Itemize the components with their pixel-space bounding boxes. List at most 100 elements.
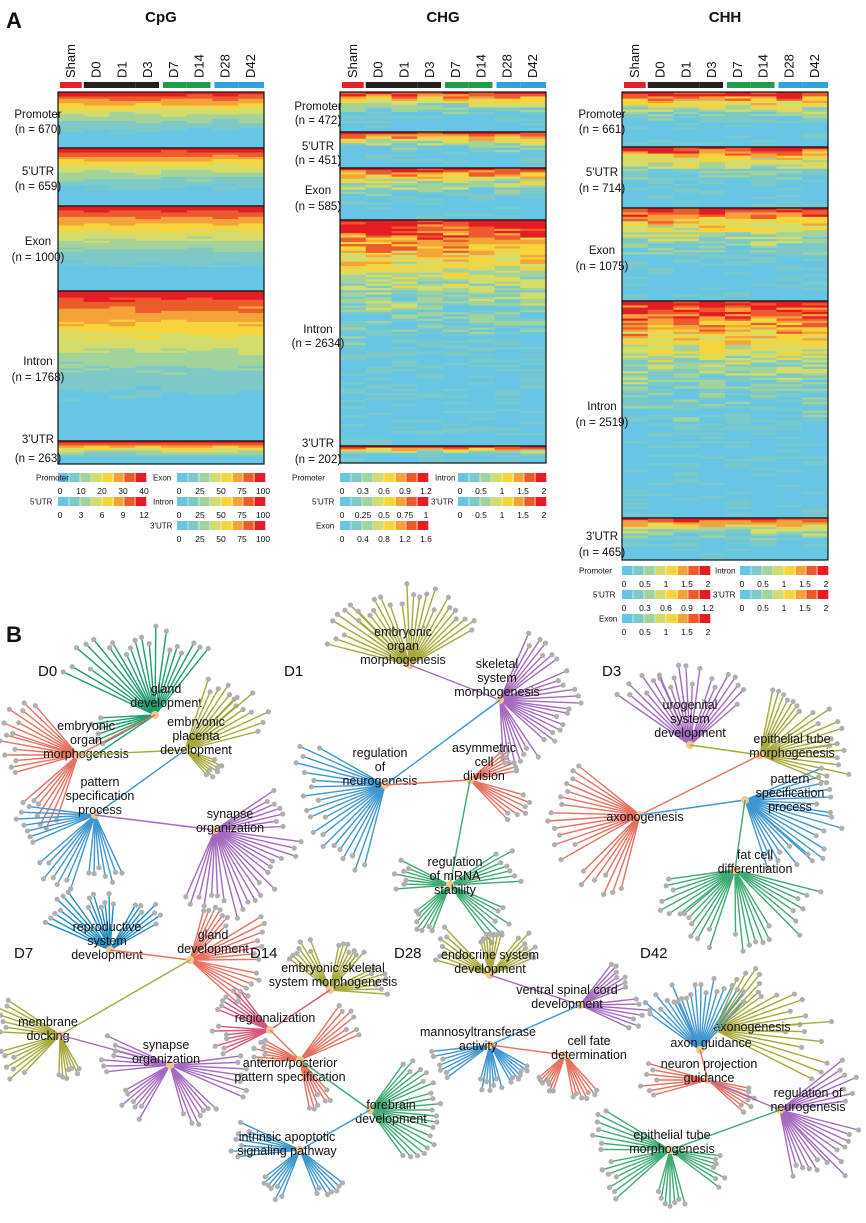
heatmap-cell	[776, 366, 803, 370]
heatmap-cell	[391, 441, 418, 445]
heatmap-cell	[443, 132, 470, 135]
heatmap-cell	[725, 109, 752, 113]
heatmap-cell	[673, 162, 700, 165]
heatmap-cell	[83, 374, 110, 378]
heatmap-cell	[468, 96, 495, 100]
heatmap-cell	[417, 446, 444, 449]
heatmap-cell	[468, 415, 495, 418]
colorbar-name: 3'UTR	[150, 522, 173, 531]
heatmap-cell	[494, 421, 521, 425]
heatmap-cell	[186, 214, 213, 218]
heatmap-cell	[622, 456, 649, 460]
heatmap-cell	[622, 267, 649, 271]
heatmap-cell	[622, 450, 649, 453]
heatmap-cell	[494, 454, 521, 457]
heatmap-cell	[391, 456, 418, 459]
heatmap-cell	[58, 443, 85, 446]
heatmap-cell	[365, 386, 392, 390]
heatmap-cell	[443, 441, 470, 445]
heatmap-cell	[443, 290, 470, 293]
heatmap-cell	[750, 461, 777, 464]
heatmap-cell	[494, 413, 521, 416]
heatmap-cell	[468, 268, 495, 271]
heatmap-cell	[468, 309, 495, 313]
heatmap-cell	[83, 197, 110, 200]
heatmap-cell	[212, 418, 239, 422]
heatmap-cell	[83, 319, 110, 323]
heatmap-cell	[83, 139, 110, 142]
heatmap-cell	[725, 208, 752, 211]
heatmap-cell	[494, 290, 521, 293]
heatmap-cell	[494, 109, 521, 113]
heatmap-cell	[443, 198, 470, 201]
colorbar-segment	[524, 473, 527, 482]
heatmap-cell	[802, 122, 829, 126]
heatmap-cell	[622, 465, 649, 468]
heatmap-cell	[340, 395, 367, 399]
heatmap-cell	[135, 109, 162, 113]
colorbar-segment	[140, 497, 143, 506]
heatmap-cell	[699, 94, 726, 97]
colorbar-segment	[255, 521, 258, 530]
heatmap-cell	[109, 352, 136, 356]
heatmap-cell	[365, 320, 392, 324]
group-label: Sham	[63, 44, 78, 78]
heatmap-cell	[161, 429, 188, 433]
heatmap-cell	[58, 168, 85, 171]
heatmap-cell	[750, 469, 777, 473]
heatmap-cell	[391, 318, 418, 322]
heatmap-cell	[365, 100, 392, 104]
heatmap-cell	[802, 469, 829, 473]
heatmap-cell	[443, 386, 470, 390]
colorbar-segment	[544, 497, 547, 506]
heatmap-cell	[725, 498, 752, 501]
colorbar-tick: 1	[500, 486, 505, 496]
heatmap-cell	[109, 348, 136, 351]
colorbar-segment	[502, 497, 505, 506]
heatmap-cell	[750, 100, 777, 104]
heatmap-cell	[417, 178, 444, 182]
heatmap-cell	[494, 369, 521, 372]
heatmap-cell	[673, 203, 700, 207]
heatmap-cell	[802, 105, 829, 108]
heatmap-cell	[238, 179, 265, 182]
heatmap-cell	[365, 159, 392, 162]
heatmap-cell	[647, 216, 674, 220]
colorbar-segment	[181, 497, 184, 506]
heatmap-cell	[622, 316, 649, 319]
heatmap-cell	[340, 454, 367, 457]
heatmap-cell	[647, 414, 674, 418]
heatmap-cell	[135, 229, 162, 233]
heatmap-cell	[340, 138, 367, 142]
heatmap-cell	[340, 241, 367, 245]
heatmap-cell	[83, 227, 110, 231]
heatmap-region-block	[57, 290, 265, 442]
heatmap-cell	[750, 500, 777, 504]
heatmap-cell	[135, 304, 162, 307]
heatmap-cell	[622, 504, 649, 508]
heatmap-cell	[699, 507, 726, 510]
heatmap-cell	[776, 447, 803, 451]
heatmap-cell	[622, 322, 649, 326]
heatmap-cell	[212, 240, 239, 244]
heatmap-cell	[520, 96, 547, 100]
heatmap-cell	[520, 138, 547, 142]
colorbar-segment	[197, 521, 200, 530]
heatmap-cell	[58, 159, 85, 162]
heatmap-cell	[468, 279, 495, 282]
heatmap-cell	[699, 404, 726, 407]
heatmap-cell	[750, 419, 777, 422]
heatmap-cell	[391, 454, 418, 457]
heatmap-cell	[58, 306, 85, 310]
heatmap-cell	[647, 447, 674, 451]
colorbar-tick: 100	[256, 486, 270, 496]
heatmap-cell	[340, 340, 367, 344]
heatmap-cell	[776, 375, 803, 379]
heatmap-cell	[212, 319, 239, 323]
colorbar-segment	[108, 497, 111, 506]
heatmap-cell	[699, 436, 726, 440]
heatmap-cell	[340, 235, 367, 238]
heatmap-cell	[238, 396, 265, 400]
heatmap-cell	[186, 156, 213, 160]
heatmap-cell	[365, 154, 392, 158]
